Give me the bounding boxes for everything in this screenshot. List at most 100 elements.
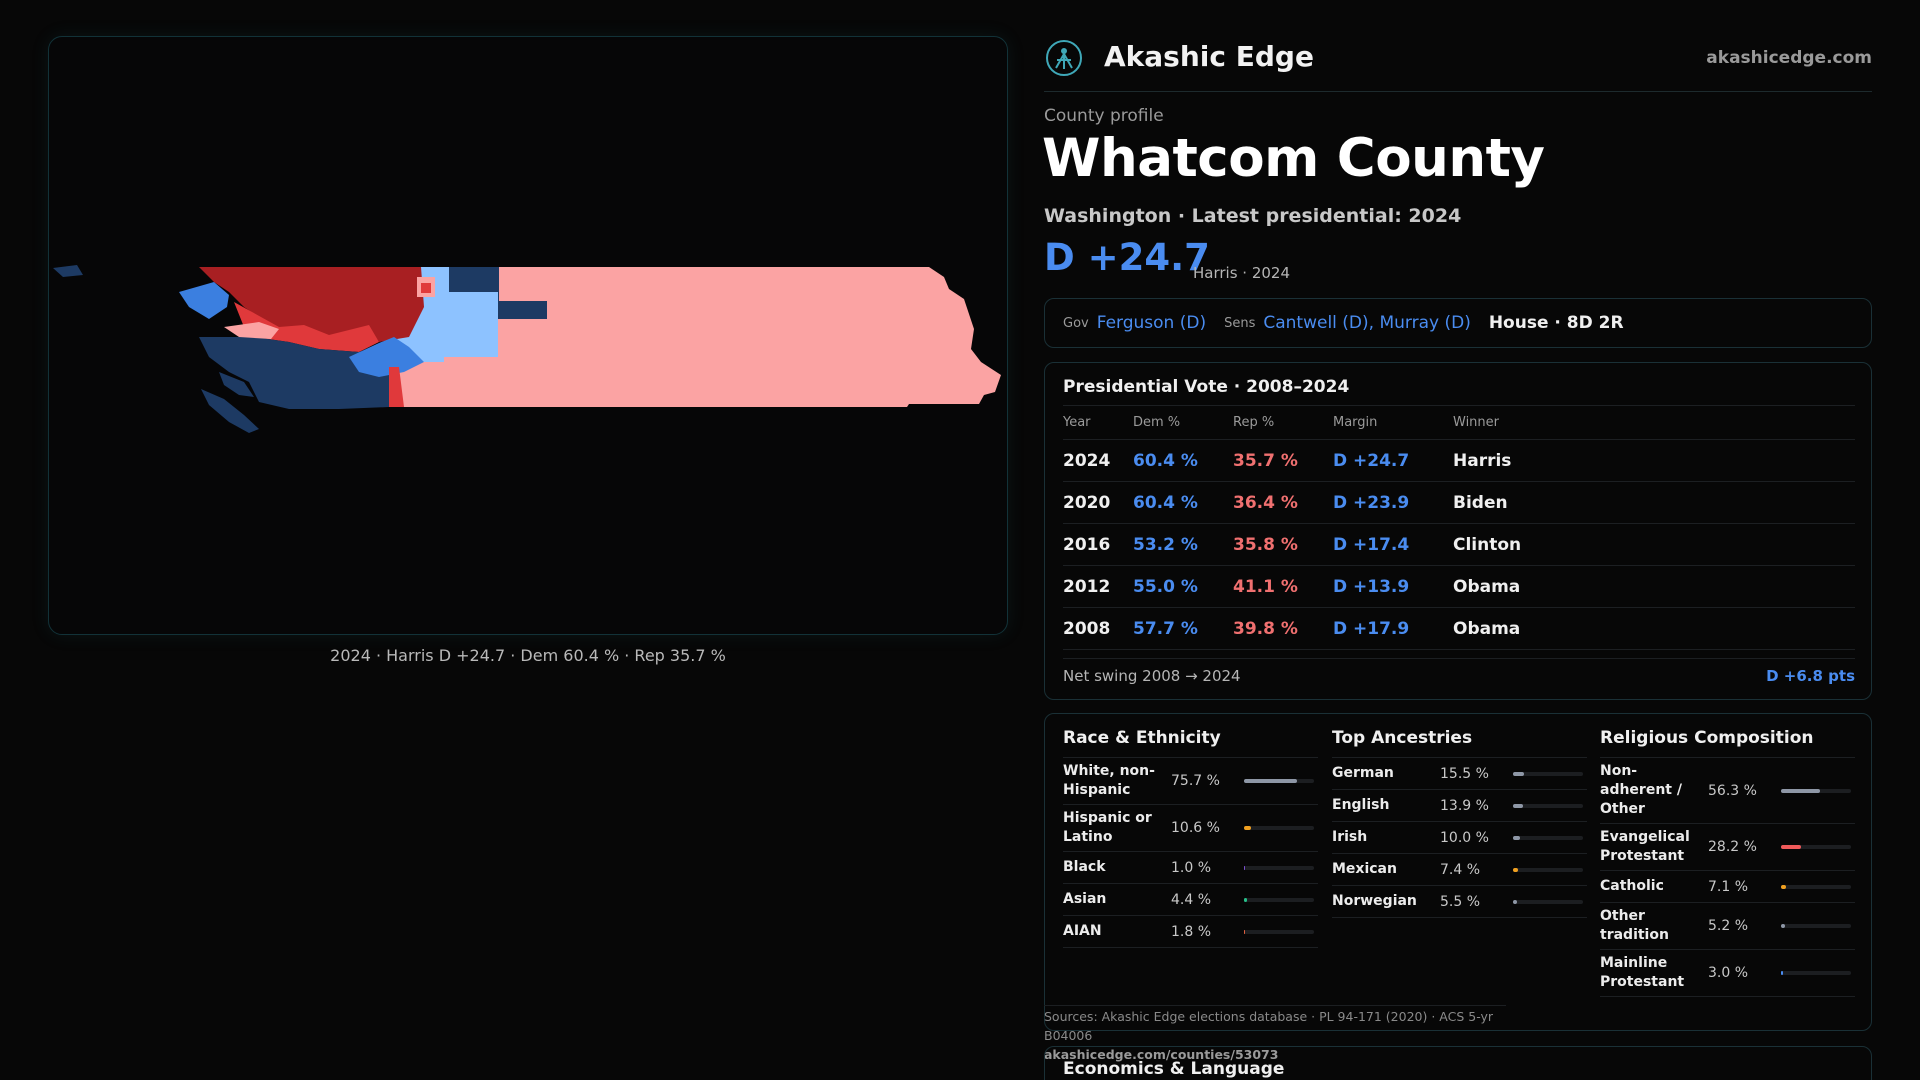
table-row: 2012 55.0 % 41.1 % D +13.9 Obama — [1063, 565, 1855, 608]
religion-row-bar-fill — [1781, 788, 1821, 793]
religion-row-value: 3.0 % — [1708, 965, 1749, 981]
ancestry-row-value: 7.4 % — [1440, 861, 1481, 878]
religion-row-bar — [1781, 884, 1851, 889]
page-title: Whatcom County — [1042, 128, 1545, 189]
house-delegation: House · 8D 2R — [1488, 313, 1624, 333]
table-row: 2020 60.4 % 36.4 % D +23.9 Biden — [1063, 481, 1855, 524]
religion-row-label: Evangelical Protestant — [1600, 829, 1690, 864]
race-row: Hispanic or Latino 10.6 % — [1063, 805, 1318, 852]
ancestry-row-value: 10.0 % — [1440, 829, 1489, 846]
religion-row-label: Other tradition — [1600, 908, 1669, 943]
religion-row-bar — [1781, 845, 1851, 849]
religion-row-bar-fill — [1781, 924, 1785, 928]
race-row-label: AIAN — [1063, 923, 1102, 939]
race-row-label: Hispanic or Latino — [1063, 810, 1152, 845]
table-row: 2024 60.4 % 35.7 % D +24.7 Harris — [1063, 439, 1855, 482]
cell-margin: D +23.9 — [1333, 481, 1453, 524]
page-subtitle: Washington · Latest presidential: 2024 — [1044, 205, 1462, 227]
religion-row: Mainline Protestant 3.0 % — [1600, 950, 1855, 997]
ancestry-row-bar — [1513, 899, 1583, 904]
akashic-logo-icon — [1046, 40, 1082, 76]
county-permalink[interactable]: akashicedge.com/counties/53073 — [1044, 1047, 1279, 1062]
race-row-bar — [1244, 865, 1314, 870]
ancestry-row-bar — [1513, 867, 1583, 872]
race-row-bar-fill — [1244, 897, 1248, 902]
ancestry-row-value: 15.5 % — [1440, 765, 1489, 782]
economics-card: Economics & Language — [1044, 1046, 1872, 1080]
cell-dem: 60.4 % — [1133, 439, 1233, 482]
cell-margin: D +17.4 — [1333, 523, 1453, 566]
ancestry-row-label: English — [1332, 797, 1390, 813]
map-region-tilt-rep-west — [224, 322, 279, 339]
ancestry-row: Mexican 7.4 % — [1332, 854, 1587, 886]
ancestry-row: English 13.9 % — [1332, 790, 1587, 822]
ancestry-row-bar-fill — [1513, 867, 1519, 872]
cell-winner: Obama — [1453, 607, 1855, 650]
religion-row-bar — [1781, 788, 1851, 793]
presidential-title: Presidential Vote · 2008–2024 — [1063, 377, 1350, 397]
ancestry-row-bar-fill — [1513, 835, 1520, 840]
table-row: 2016 53.2 % 35.8 % D +17.4 Clinton — [1063, 523, 1855, 566]
cell-rep: 35.8 % — [1233, 523, 1333, 566]
cell-rep: 41.1 % — [1233, 565, 1333, 608]
race-row-bar-fill — [1244, 929, 1246, 934]
headline-margin-note: Harris · 2024 — [1193, 264, 1291, 282]
religion-row-bar — [1781, 971, 1851, 975]
cell-winner: Obama — [1453, 565, 1855, 608]
cell-rep: 39.8 % — [1233, 607, 1333, 650]
race-row-label: White, non-Hispanic — [1063, 763, 1155, 798]
religion-row-bar-fill — [1781, 845, 1801, 849]
cell-dem: 55.0 % — [1133, 565, 1233, 608]
religion-row: Catholic 7.1 % — [1600, 871, 1855, 903]
cell-rep: 35.7 % — [1233, 439, 1333, 482]
economics-title: Economics & Language — [1063, 1059, 1285, 1079]
sources-text: Sources: Akashic Edge elections database… — [1044, 1009, 1494, 1043]
race-row-value: 4.4 % — [1171, 891, 1212, 908]
religion-row-bar-fill — [1781, 884, 1786, 889]
map-region-lean-dem-west — [179, 282, 229, 319]
race-row: Asian 4.4 % — [1063, 884, 1318, 916]
map-region-lean-dem — [349, 337, 424, 377]
ancestry-row-bar-fill — [1513, 803, 1523, 808]
col-winner: Winner — [1453, 405, 1855, 440]
race-row-value: 1.0 % — [1171, 859, 1212, 876]
map-region-dark-dem-block — [449, 267, 547, 319]
race-row: White, non-Hispanic 75.7 % — [1063, 758, 1318, 805]
brand-name: Akashic Edge — [1104, 40, 1314, 73]
brand-url-link[interactable]: akashicedge.com — [1706, 48, 1872, 68]
map-caption: 2024 · Harris D +24.7 · Dem 60.4 % · Rep… — [330, 646, 726, 665]
cell-margin: D +17.9 — [1333, 607, 1453, 650]
religion-row-value: 5.2 % — [1708, 918, 1749, 934]
race-row-value: 10.6 % — [1171, 820, 1220, 836]
religion-row-label: Mainline Protestant — [1600, 955, 1685, 990]
cell-winner: Clinton — [1453, 523, 1855, 566]
race-column: Race & Ethnicity White, non-Hispanic 75.7… — [1063, 726, 1318, 948]
map-island-south — [201, 389, 259, 433]
race-row: AIAN 1.8 % — [1063, 916, 1318, 948]
religion-row-value: 7.1 % — [1708, 878, 1749, 895]
precinct-map[interactable] — [48, 36, 1008, 635]
race-row-value: 75.7 % — [1171, 773, 1220, 789]
religion-column: Religious Composition Non-adherent / Oth… — [1600, 726, 1855, 997]
map-island-west — [53, 265, 83, 277]
race-row-bar — [1244, 897, 1314, 902]
map-region-west-lean-rep — [234, 302, 379, 352]
map-region-southwest-dem — [199, 337, 389, 409]
ancestry-row-bar — [1513, 771, 1583, 776]
cell-winner: Harris — [1453, 439, 1855, 482]
ancestry-row: Norwegian 5.5 % — [1332, 886, 1587, 918]
religion-row-value: 56.3 % — [1708, 782, 1757, 799]
ancestry-row: Irish 10.0 % — [1332, 822, 1587, 854]
presidential-table: Year Dem % Rep % Margin Winner 2024 60.4… — [1063, 405, 1855, 650]
cell-margin: D +13.9 — [1333, 565, 1453, 608]
cell-year: 2020 — [1063, 481, 1133, 524]
race-row-label: Black — [1063, 859, 1106, 875]
table-header-row: Year Dem % Rep % Margin Winner — [1063, 405, 1855, 440]
race-row-bar — [1244, 779, 1314, 783]
ancestry-row-value: 13.9 % — [1440, 797, 1489, 814]
table-row: 2008 57.7 % 39.8 % D +17.9 Obama — [1063, 607, 1855, 650]
officials-bar: Gov Ferguson (D) Sens Cantwell (D), Murr… — [1044, 298, 1872, 348]
religion-title: Religious Composition — [1600, 726, 1855, 758]
cell-winner: Biden — [1453, 481, 1855, 524]
race-row-bar — [1244, 826, 1314, 830]
